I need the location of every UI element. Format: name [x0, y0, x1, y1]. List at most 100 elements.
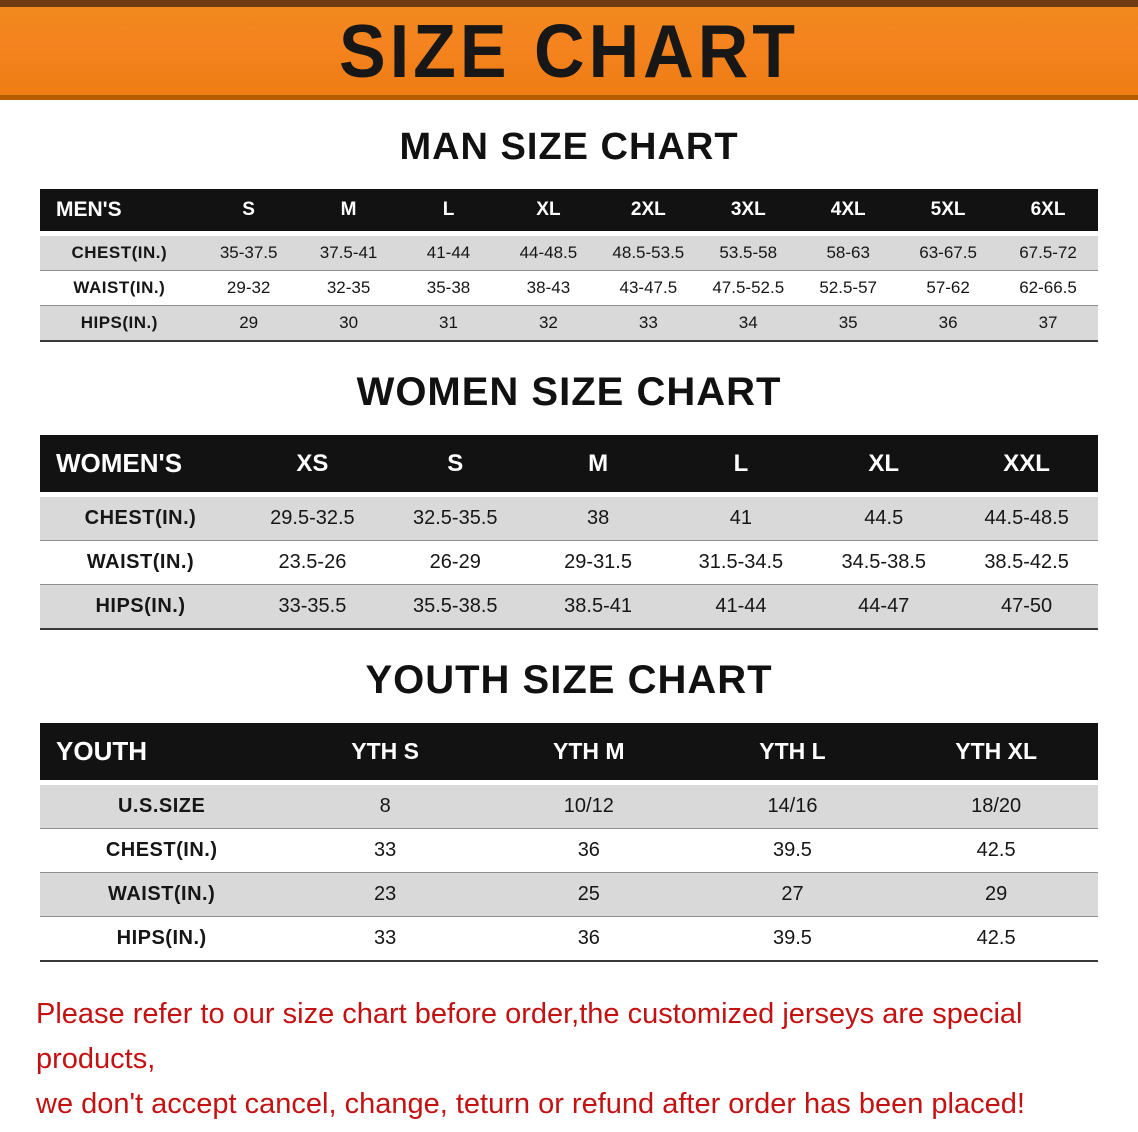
table-cell: 35 — [838, 313, 858, 332]
column-header: XXL — [955, 435, 1098, 497]
table-cell: 37 — [1038, 313, 1058, 332]
column-header: 5XL — [898, 189, 999, 236]
table-cell: 29.5-32.5 — [270, 507, 355, 529]
table-cell: 39.5 — [773, 927, 812, 949]
table-cell: 43-47.5 — [619, 278, 678, 297]
column-header: S — [198, 189, 299, 236]
table-title: WOMEN'S — [40, 435, 242, 497]
footer-note: Please refer to our size chart before or… — [36, 992, 1102, 1127]
table-cell: 35-38 — [426, 278, 471, 297]
table-title: YOUTH — [40, 723, 284, 785]
table-cell: 38.5-42.5 — [984, 551, 1069, 573]
table-cell: 33 — [374, 927, 397, 949]
size-table: WOMEN'S XS S M L XL XXL CHEST(IN.) 29.5-32.5 32.5… — [40, 435, 1098, 630]
table-cell: 32.5-35.5 — [413, 507, 498, 529]
table-row: CHEST(IN.) 33 36 39.5 42.5 — [40, 828, 1098, 873]
column-header: XL — [498, 189, 599, 236]
table-title: MEN'S — [40, 189, 199, 236]
row-label: WAIST(IN.) — [73, 278, 166, 297]
header-row: WOMEN'S XS S M L XL XXL — [40, 435, 1098, 497]
table-cell: 33 — [374, 839, 397, 861]
column-header: M — [526, 435, 670, 497]
table-cell: 36 — [938, 313, 958, 332]
table-cell: 47.5-52.5 — [712, 278, 785, 297]
row-label: HIPS(IN.) — [116, 927, 207, 949]
header-row: MEN'S S M L XL 2XL 3XL 4XL 5XL 6XL — [40, 189, 1098, 236]
table-cell: 41-44 — [426, 243, 471, 262]
table-cell: 42.5 — [976, 839, 1016, 861]
women-section-heading: WOMEN SIZE CHART — [356, 370, 782, 414]
table-cell: 35-37.5 — [219, 243, 278, 262]
women-size-section: WOMEN SIZE CHART WOMEN'S XS S M L XL XXL CHEST(… — [0, 370, 1138, 630]
size-table: YOUTH YTH S YTH M YTH L YTH XL U.S.SIZE 8 10/12… — [40, 723, 1098, 962]
row-label: U.S.SIZE — [117, 795, 206, 817]
table-cell: 29 — [985, 883, 1008, 905]
table-cell: 23.5-26 — [278, 551, 347, 573]
banner: SIZE CHART — [0, 0, 1138, 100]
table-cell: 63-67.5 — [919, 243, 977, 262]
table-cell: 44-47 — [858, 595, 910, 617]
table-cell: 32 — [538, 313, 558, 332]
table-cell: 42.5 — [976, 927, 1016, 949]
men-section-heading: MAN SIZE CHART — [399, 126, 739, 168]
table-cell: 14/16 — [767, 795, 818, 817]
column-header: YTH L — [690, 723, 895, 785]
column-header: 3XL — [698, 189, 799, 236]
youth-size-section: YOUTH SIZE CHART YOUTH YTH S YTH M YTH L YTH… — [0, 658, 1138, 962]
row-label: HIPS(IN.) — [80, 313, 158, 332]
table-cell: 34 — [738, 313, 758, 332]
table-cell: 29-31.5 — [564, 551, 632, 573]
column-header: L — [669, 435, 813, 497]
row-label: WAIST(IN.) — [108, 883, 216, 905]
row-label: CHEST(IN.) — [71, 243, 168, 262]
column-header: L — [398, 189, 499, 236]
footer-line-1: Please refer to our size chart before or… — [36, 998, 1023, 1075]
table-cell: 47-50 — [1001, 595, 1053, 617]
table-cell: 48.5-53.5 — [612, 243, 685, 262]
table-cell: 53.5-58 — [719, 243, 778, 262]
table-cell: 31.5-34.5 — [698, 551, 784, 573]
table-cell: 33 — [638, 313, 658, 332]
column-header: S — [383, 435, 527, 497]
men-size-section: MAN SIZE CHART MEN'S S M L XL 2XL 3XL 4XL 5XL 6XL… — [0, 126, 1138, 342]
men-size-table-container: MEN'S S M L XL 2XL 3XL 4XL 5XL 6XL CHEST(IN.) 35-37… — [40, 189, 1098, 342]
table-cell: 37.5-41 — [319, 243, 378, 262]
table-row: HIPS(IN.) 29 30 31 32 33 34 35 36 37 — [40, 305, 1098, 341]
table-row: CHEST(IN.) 29.5-32.5 32.5-35.5 38 41 44.5 44.5… — [40, 494, 1098, 541]
table-cell: 32-35 — [326, 278, 371, 297]
table-row: HIPS(IN.) 33 36 39.5 42.5 — [40, 916, 1098, 961]
table-cell: 36 — [577, 839, 600, 861]
table-cell: 67.5-72 — [1019, 243, 1077, 262]
column-header: 6XL — [998, 189, 1098, 236]
column-header: XS — [241, 435, 384, 497]
table-cell: 41-44 — [715, 595, 767, 617]
table-cell: 26-29 — [429, 551, 481, 573]
table-cell: 25 — [577, 883, 600, 905]
table-cell: 38-43 — [526, 278, 571, 297]
row-label: CHEST(IN.) — [84, 507, 197, 529]
table-cell: 18/20 — [971, 795, 1022, 817]
row-label: WAIST(IN.) — [86, 551, 195, 573]
table-row: WAIST(IN.) 29-32 32-35 35-38 38-43 43-47.5 47.… — [40, 270, 1098, 306]
table-cell: 29-32 — [226, 278, 271, 297]
table-row: U.S.SIZE 8 10/12 14/16 18/20 — [40, 782, 1098, 829]
table-cell: 44.5-48.5 — [984, 507, 1069, 529]
row-label: CHEST(IN.) — [105, 839, 218, 861]
table-cell: 36 — [577, 927, 600, 949]
column-header: 2XL — [598, 189, 699, 236]
size-table: MEN'S S M L XL 2XL 3XL 4XL 5XL 6XL CHEST(IN.) 35-37… — [40, 189, 1098, 342]
table-cell: 52.5-57 — [819, 278, 878, 297]
table-cell: 58-63 — [826, 243, 870, 262]
table-cell: 29 — [239, 313, 259, 332]
table-cell: 39.5 — [773, 839, 812, 861]
row-label: HIPS(IN.) — [95, 595, 186, 617]
table-cell: 31 — [439, 313, 458, 332]
column-header: 4XL — [798, 189, 899, 236]
column-header: XL — [812, 435, 956, 497]
table-cell: 23 — [374, 883, 397, 905]
youth-size-table-container: YOUTH YTH S YTH M YTH L YTH XL U.S.SIZE 8 10/12… — [40, 723, 1098, 962]
table-cell: 35.5-38.5 — [413, 595, 498, 617]
youth-section-heading: YOUTH SIZE CHART — [365, 658, 773, 702]
table-row: CHEST(IN.) 35-37.5 37.5-41 41-44 44-48.5 48.5… — [40, 233, 1098, 271]
